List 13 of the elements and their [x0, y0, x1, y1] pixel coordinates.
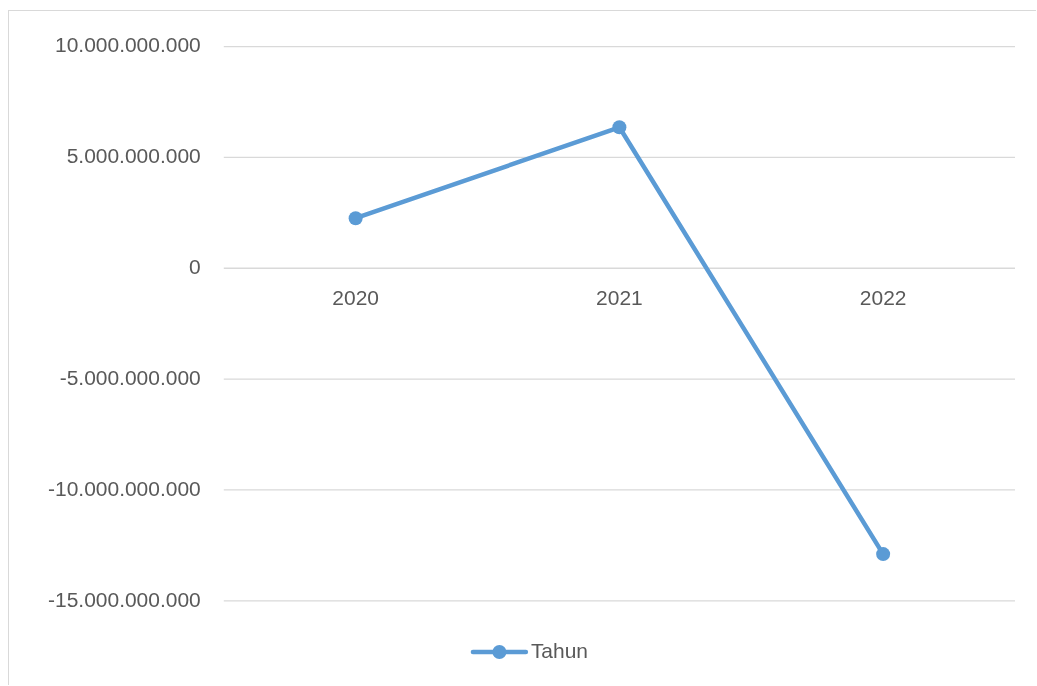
x-tick-label: 2020	[332, 285, 379, 309]
point	[348, 211, 363, 226]
y-tick-label: 5.000.000.000	[66, 144, 201, 168]
x-tick-label: 2022	[859, 285, 907, 309]
y-tick-label: 0	[189, 255, 201, 279]
y-tick-label: -5.000.000.000	[59, 366, 201, 390]
y-tick-label: 10.000.000.000	[54, 33, 201, 57]
legend-label: Tahun	[530, 638, 589, 662]
point	[612, 120, 627, 135]
point	[876, 547, 891, 562]
y-tick-label: -15.000.000.000	[47, 587, 201, 611]
y-tick-label: -10.000.000.000	[47, 477, 201, 500]
x-tick-label: 2021	[596, 285, 643, 309]
